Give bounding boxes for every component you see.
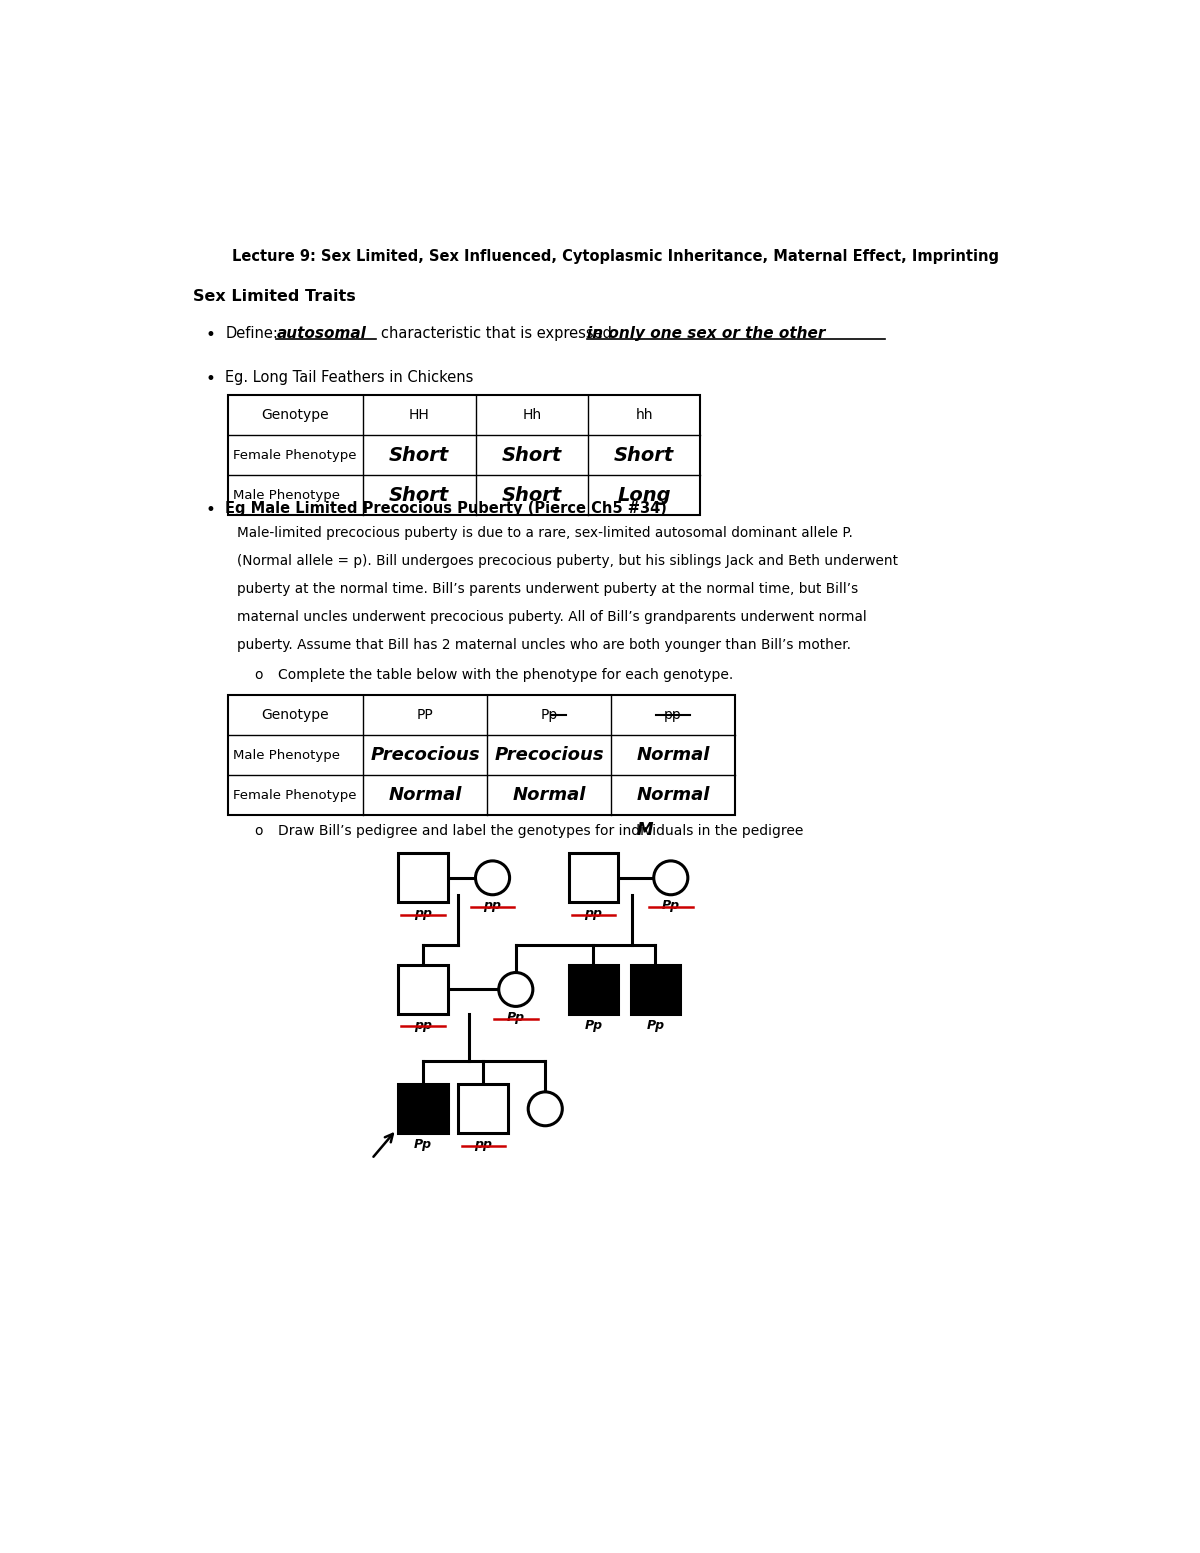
Text: (Normal allele = p). Bill undergoes precocious puberty, but his siblings Jack an: (Normal allele = p). Bill undergoes prec…: [236, 554, 898, 568]
Text: Female Phenotype: Female Phenotype: [233, 789, 356, 801]
Bar: [398, 964, 448, 1014]
Circle shape: [654, 860, 688, 895]
Text: HH: HH: [409, 408, 430, 422]
Text: puberty. Assume that Bill has 2 maternal uncles who are both younger than Bill’s: puberty. Assume that Bill has 2 maternal…: [236, 638, 851, 652]
Bar: [398, 853, 448, 902]
Text: Pp: Pp: [661, 899, 680, 912]
Text: Pp: Pp: [506, 1011, 524, 1023]
Text: pp: pp: [414, 1019, 432, 1031]
Text: pp: pp: [414, 907, 432, 919]
Text: Normal: Normal: [636, 786, 710, 804]
Text: Male Phenotype: Male Phenotype: [233, 489, 340, 502]
Text: Pp: Pp: [584, 1019, 602, 1031]
Text: Normal: Normal: [512, 786, 586, 804]
Text: pp: pp: [484, 899, 502, 912]
Bar: [398, 1084, 448, 1134]
Text: Long: Long: [617, 486, 671, 505]
Bar: [228, 394, 701, 516]
Text: PP: PP: [416, 708, 433, 722]
Text: pp: pp: [665, 708, 682, 722]
Text: Define:: Define:: [226, 326, 278, 340]
Text: autosomal: autosomal: [276, 326, 366, 340]
Text: Pp: Pp: [414, 1138, 432, 1151]
Text: Precocious: Precocious: [371, 747, 480, 764]
Text: Short: Short: [614, 446, 674, 464]
Text: hh: hh: [635, 408, 653, 422]
Text: Complete the table below with the phenotype for each genotype.: Complete the table below with the phenot…: [278, 668, 733, 682]
Text: pp: pp: [474, 1138, 492, 1151]
Text: Female Phenotype: Female Phenotype: [233, 449, 356, 461]
Text: •: •: [206, 326, 216, 343]
Text: maternal uncles underwent precocious puberty. All of Bill’s grandparents underwe: maternal uncles underwent precocious pub…: [236, 610, 866, 624]
Circle shape: [475, 860, 510, 895]
Text: M: M: [636, 822, 653, 839]
Circle shape: [499, 972, 533, 1006]
Circle shape: [528, 1092, 563, 1126]
Text: puberty at the normal time. Bill’s parents underwent puberty at the normal time,: puberty at the normal time. Bill’s paren…: [236, 582, 858, 596]
Text: Male-limited precocious puberty is due to a rare, sex-limited autosomal dominant: Male-limited precocious puberty is due t…: [236, 526, 853, 540]
Text: o: o: [254, 825, 263, 839]
Text: Pp: Pp: [647, 1019, 665, 1031]
Text: Hh: Hh: [522, 408, 541, 422]
Text: Genotype: Genotype: [262, 408, 329, 422]
Text: Lecture 9: Sex Limited, Sex Influenced, Cytoplasmic Inheritance, Maternal Effect: Lecture 9: Sex Limited, Sex Influenced, …: [232, 248, 998, 264]
Text: Eg. Long Tail Feathers in Chickens: Eg. Long Tail Feathers in Chickens: [226, 370, 474, 385]
Text: o: o: [254, 668, 263, 682]
Text: Eg Male Limited Precocious Puberty (Pierce Ch5 #34): Eg Male Limited Precocious Puberty (Pier…: [226, 500, 667, 516]
Text: Precocious: Precocious: [494, 747, 604, 764]
Text: Short: Short: [389, 446, 450, 464]
Text: in only one sex or the other: in only one sex or the other: [587, 326, 826, 340]
Text: Sex Limited Traits: Sex Limited Traits: [193, 289, 355, 304]
Text: Normal: Normal: [389, 786, 462, 804]
Text: Normal: Normal: [636, 747, 710, 764]
Text: Male Phenotype: Male Phenotype: [233, 749, 340, 763]
Bar: [630, 964, 680, 1014]
Text: Short: Short: [502, 446, 562, 464]
Text: Draw Bill’s pedigree and label the genotypes for individuals in the pedigree: Draw Bill’s pedigree and label the genot…: [278, 825, 803, 839]
Bar: [569, 964, 618, 1014]
Text: •: •: [206, 370, 216, 388]
Bar: [458, 1084, 508, 1134]
Text: •: •: [206, 500, 216, 519]
Text: Genotype: Genotype: [262, 708, 329, 722]
Bar: [569, 853, 618, 902]
Bar: [228, 696, 736, 815]
Text: characteristic that is expressed: characteristic that is expressed: [380, 326, 612, 340]
Text: pp: pp: [584, 907, 602, 919]
Text: Short: Short: [502, 486, 562, 505]
Text: Pp: Pp: [540, 708, 558, 722]
Text: Short: Short: [389, 486, 450, 505]
